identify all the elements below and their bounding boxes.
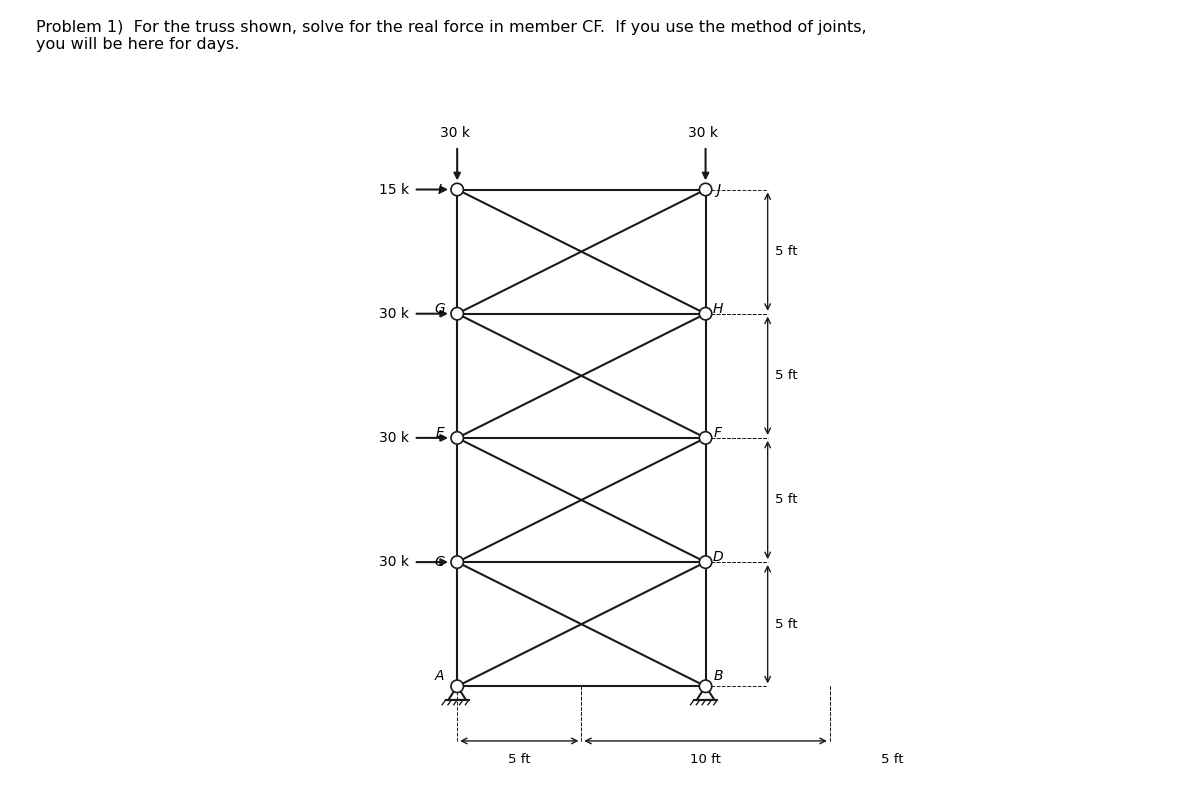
Text: I: I	[438, 182, 442, 196]
Circle shape	[700, 680, 712, 693]
Circle shape	[700, 432, 712, 444]
Text: 5 ft: 5 ft	[508, 753, 530, 766]
Text: F: F	[714, 426, 722, 440]
Text: 30 k: 30 k	[688, 125, 718, 140]
Text: Problem 1)  For the truss shown, solve for the real force in member CF.  If you : Problem 1) For the truss shown, solve fo…	[36, 20, 866, 52]
Circle shape	[700, 183, 712, 196]
Circle shape	[451, 183, 463, 196]
Text: C: C	[434, 555, 445, 569]
Text: A: A	[436, 669, 444, 683]
Text: 5 ft: 5 ft	[775, 618, 798, 630]
Text: 30 k: 30 k	[379, 555, 409, 569]
Text: 30 k: 30 k	[379, 307, 409, 320]
Text: B: B	[713, 669, 722, 683]
Text: J: J	[716, 182, 720, 196]
Circle shape	[451, 556, 463, 568]
Text: 15 k: 15 k	[379, 182, 409, 196]
Text: 10 ft: 10 ft	[690, 753, 721, 766]
Text: 5 ft: 5 ft	[775, 245, 798, 258]
Circle shape	[700, 556, 712, 568]
Circle shape	[451, 432, 463, 444]
Text: H: H	[713, 301, 724, 316]
Circle shape	[700, 308, 712, 320]
Text: D: D	[713, 550, 724, 564]
Circle shape	[451, 680, 463, 693]
Circle shape	[451, 308, 463, 320]
Text: 30 k: 30 k	[379, 431, 409, 445]
Text: G: G	[434, 301, 445, 316]
Text: 30 k: 30 k	[439, 125, 469, 140]
Text: 5 ft: 5 ft	[775, 493, 798, 507]
Text: E: E	[436, 426, 444, 440]
Text: 5 ft: 5 ft	[775, 369, 798, 383]
Text: 5 ft: 5 ft	[881, 753, 904, 766]
